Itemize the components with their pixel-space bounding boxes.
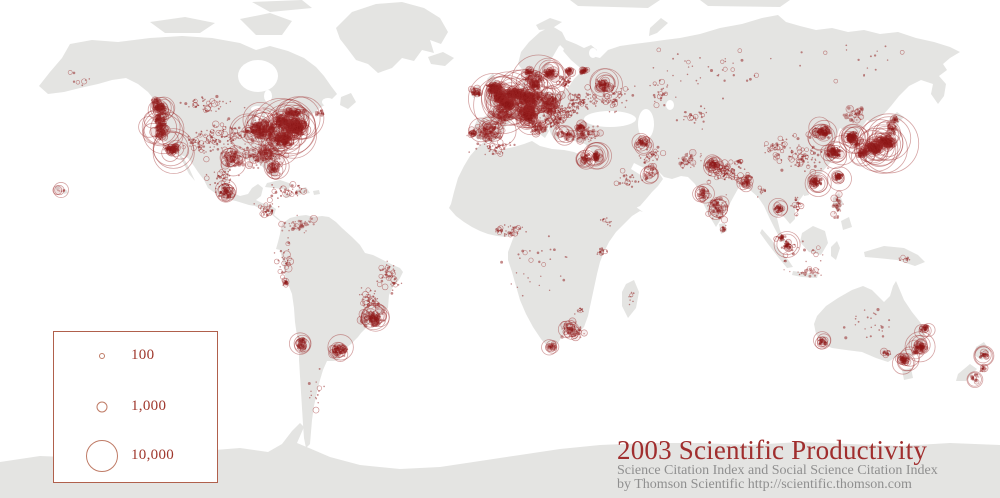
eurasia-landmass xyxy=(471,15,960,246)
australia-landmass xyxy=(814,281,925,380)
legend-label-10000: 10,000 xyxy=(131,447,175,464)
map-subtitle-line1: Science Citation Index and Social Scienc… xyxy=(617,463,938,478)
africa-landmass xyxy=(449,141,643,350)
madagascar-landmass xyxy=(622,280,639,318)
legend-label-100: 100 xyxy=(131,347,155,364)
new-zealand-landmass xyxy=(956,342,990,381)
greenland-landmass xyxy=(336,2,448,73)
southeast-asia-islands xyxy=(719,169,925,278)
map-title: 2003 Scientific Productivity xyxy=(617,435,928,465)
iceland-landmass xyxy=(428,52,454,66)
antarctica-landmass xyxy=(0,423,1000,498)
title-block: 2003 Scientific Productivity Science Cit… xyxy=(617,436,997,491)
map-subtitle-line2: by Thomson Scientific http://scientific.… xyxy=(617,476,912,492)
legend-circle-1000 xyxy=(96,401,108,413)
newfoundland xyxy=(340,93,356,109)
legend-circle-10000 xyxy=(86,440,118,472)
legend-circle-100 xyxy=(99,353,105,359)
legend: 100 1,000 10,000 xyxy=(53,331,218,483)
publication-circles xyxy=(52,44,995,414)
south-america-landmass xyxy=(276,215,403,448)
arctic-islands xyxy=(150,0,790,35)
legend-label-1000: 1,000 xyxy=(131,398,167,415)
